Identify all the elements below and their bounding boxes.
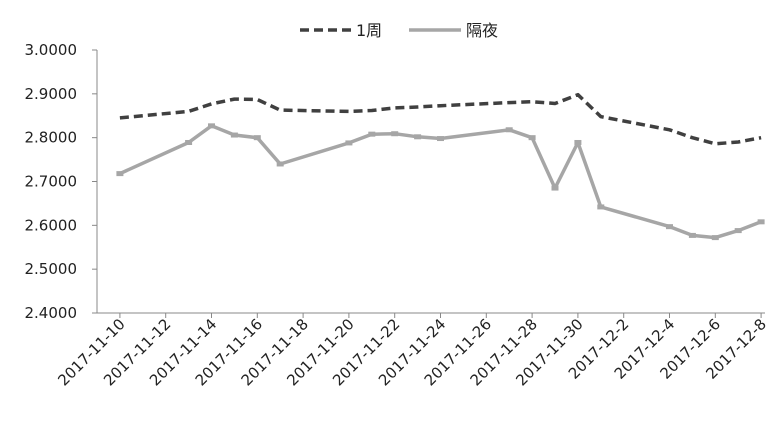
- data-point: [574, 139, 582, 145]
- data-point: [116, 171, 124, 177]
- series-line-1: [119, 124, 762, 240]
- series-layer: [116, 92, 765, 241]
- data-point: [368, 131, 376, 137]
- data-point: [597, 204, 605, 210]
- y-tick-label: 2.6000: [25, 216, 78, 234]
- y-tick-label: 2.8000: [25, 129, 78, 147]
- y-tick-label: 3.0000: [25, 41, 78, 59]
- data-point: [253, 135, 261, 141]
- data-point: [414, 134, 422, 140]
- y-tick-label: 2.4000: [25, 304, 78, 322]
- data-point: [276, 161, 284, 167]
- data-point: [528, 135, 536, 141]
- y-tick-label: 2.5000: [25, 260, 78, 278]
- data-point: [757, 219, 765, 225]
- data-point: [437, 136, 444, 142]
- y-tick-label: 2.7000: [25, 173, 78, 191]
- data-point: [711, 235, 719, 241]
- x-axis: 2017-11-102017-11-122017-11-142017-11-16…: [54, 312, 770, 389]
- data-point: [208, 123, 215, 129]
- series-line-0: [119, 92, 762, 146]
- y-axis: 3.0000 2.9000 2.8000 2.7000 2.6000 2.5000 2.40…: [25, 41, 98, 322]
- data-point: [734, 228, 742, 234]
- y-tick-label: 2.9000: [25, 85, 78, 103]
- data-point: [345, 140, 353, 146]
- data-point: [688, 232, 696, 238]
- data-point: [185, 139, 193, 145]
- data-point: [505, 127, 513, 133]
- legend: 1周 隔夜: [300, 21, 498, 40]
- data-point: [551, 185, 559, 191]
- legend-label-0: 1周: [356, 21, 382, 40]
- data-point: [230, 132, 238, 138]
- data-point: [666, 224, 673, 230]
- legend-label-1: 隔夜: [466, 21, 498, 40]
- data-point: [391, 131, 399, 137]
